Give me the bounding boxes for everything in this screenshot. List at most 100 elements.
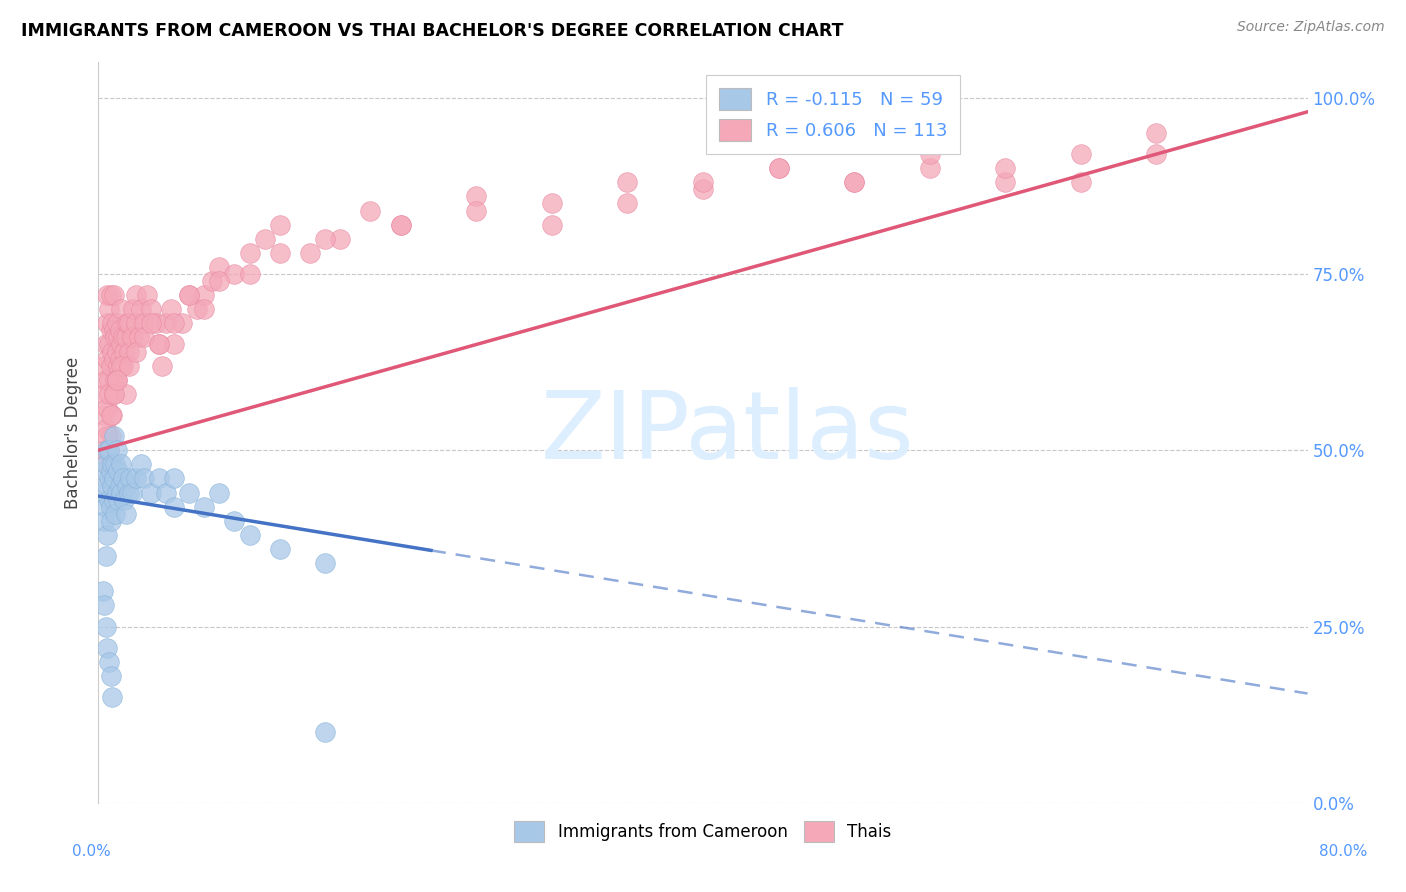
Point [112,492,135,507]
Point [98,443,121,458]
Point [96,401,118,415]
Point [100,323,122,337]
Point [111,359,134,373]
Point [148,337,170,351]
Point [224,267,246,281]
Point [141,302,163,317]
Point [994,161,1017,176]
Point [115,478,138,492]
Point [128,330,150,344]
Point [105,443,128,458]
Point [96,640,118,655]
Point [132,471,155,485]
Point [163,337,186,351]
Point [163,500,186,514]
Point [103,387,125,401]
Point [100,464,122,478]
Point [96,478,118,492]
Point [918,147,941,161]
Point [179,288,201,302]
Point [100,669,122,683]
Point [121,330,143,344]
Point [179,485,201,500]
Point [94,458,117,472]
Point [103,492,125,507]
Point [94,619,117,633]
Point [105,316,128,330]
Point [132,316,155,330]
Point [129,458,152,472]
Point [844,175,866,189]
Point [100,359,122,373]
Point [101,478,124,492]
Point [98,471,121,485]
Point [98,655,121,669]
Point [616,196,638,211]
Point [314,232,336,246]
Point [114,507,136,521]
Point [110,359,132,373]
Point [93,387,115,401]
Point [91,584,114,599]
Point [465,189,488,203]
Text: Source: ZipAtlas.com: Source: ZipAtlas.com [1237,20,1385,34]
Point [93,464,115,478]
Point [107,492,129,507]
Point [98,492,121,507]
Point [163,471,186,485]
Point [193,302,215,317]
Point [329,232,352,246]
Point [360,203,382,218]
Point [918,161,941,176]
Point [145,316,167,330]
Point [616,175,638,189]
Point [94,500,117,514]
Point [269,541,291,556]
Point [104,458,127,472]
Point [101,408,124,422]
Point [96,429,118,443]
Point [105,485,128,500]
Point [141,485,163,500]
Legend: Immigrants from Cameroon, Thais: Immigrants from Cameroon, Thais [506,813,900,850]
Point [141,316,163,330]
Point [104,373,127,387]
Point [103,471,125,485]
Point [994,175,1017,189]
Point [389,218,412,232]
Point [111,330,134,344]
Point [125,471,148,485]
Point [98,443,121,458]
Point [299,245,322,260]
Point [193,288,215,302]
Point [314,556,336,570]
Point [103,351,125,366]
Point [107,330,129,344]
Point [768,161,790,176]
Point [129,302,152,317]
Point [110,337,132,351]
Point [100,408,122,422]
Point [125,344,148,359]
Point [121,485,143,500]
Point [148,337,170,351]
Point [100,288,122,302]
Point [91,408,114,422]
Point [101,344,124,359]
Point [115,316,138,330]
Point [389,218,412,232]
Point [160,302,183,317]
Point [91,485,114,500]
Point [118,485,141,500]
Point [125,288,148,302]
Point [844,175,866,189]
Point [692,182,714,196]
Point [94,549,117,563]
Point [314,725,336,739]
Point [101,316,124,330]
Point [94,337,117,351]
Point [111,471,134,485]
Text: IMMIGRANTS FROM CAMEROON VS THAI BACHELOR'S DEGREE CORRELATION CHART: IMMIGRANTS FROM CAMEROON VS THAI BACHELO… [21,22,844,40]
Point [692,175,714,189]
Point [132,330,155,344]
